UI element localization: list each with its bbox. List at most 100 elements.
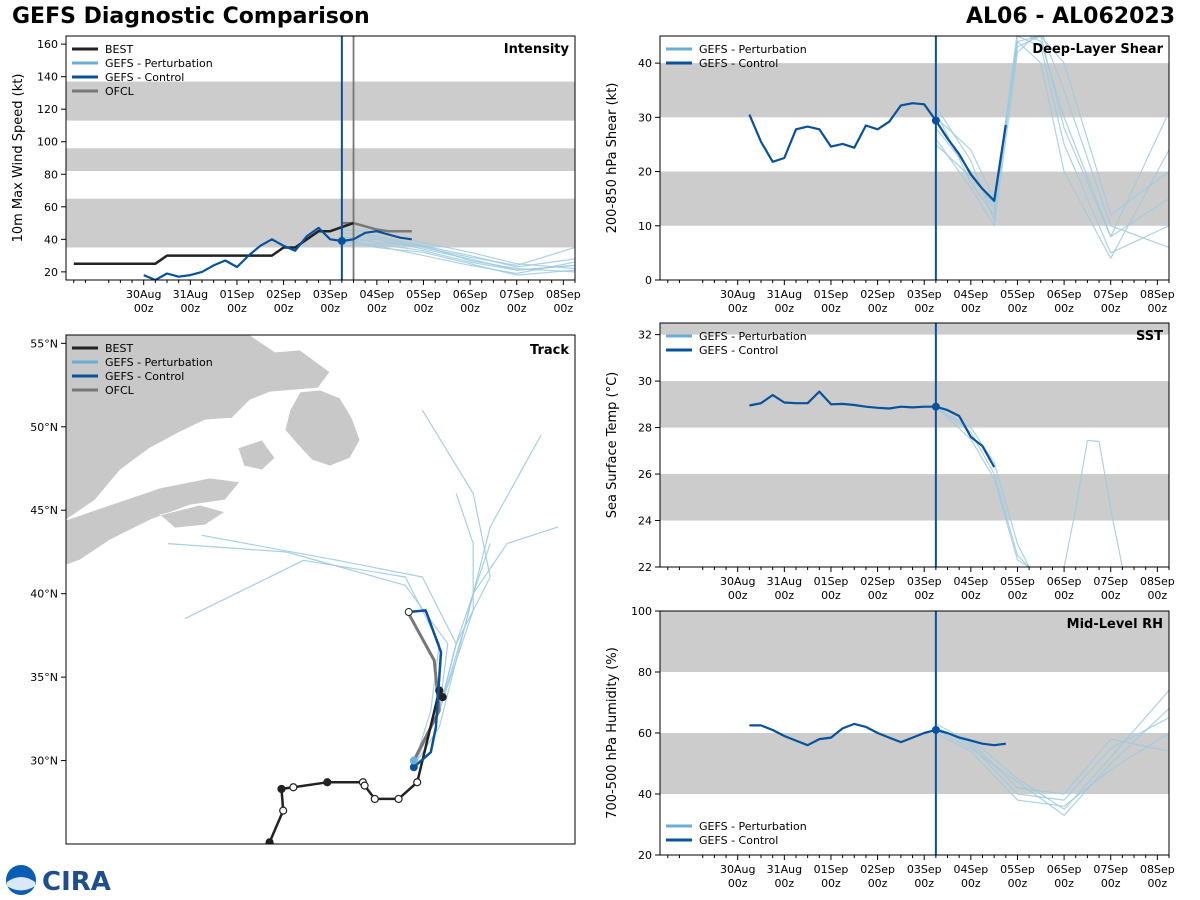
shear-x-tick-label: 31Aug (767, 288, 802, 301)
sst-perturbation-line (935, 406, 1030, 567)
intensity-x-tick-label-hour: 00z (367, 302, 387, 315)
intensity-perturbation-line (341, 237, 575, 266)
sst-x-tick-label-hour: 00z (1008, 589, 1028, 602)
intensity-control-line (143, 226, 412, 280)
sst-x-tick-label: 06Sep (1047, 575, 1082, 588)
intensity-x-tick-label-hour: 00z (274, 302, 294, 315)
land-mass (159, 504, 226, 529)
rh-x-tick-label-hour: 00z (1008, 877, 1028, 890)
rh-x-tick-label: 30Aug (720, 863, 755, 876)
rh-x-tick-label-hour: 00z (1101, 877, 1121, 890)
sst-y-axis-label: Sea Surface Temp (°C) (605, 372, 620, 519)
sst-y-tick-label: 24 (638, 515, 652, 528)
shear-x-tick-label: 01Sep (814, 288, 849, 301)
track-best-point (323, 778, 332, 787)
shear-x-tick-label-hour: 00z (821, 302, 841, 315)
sst-x-tick-label: 30Aug (720, 575, 755, 588)
rh-x-tick-label-hour: 00z (914, 877, 934, 890)
track-perturbation-start (409, 756, 418, 765)
track-lat-tick-label: 50°N (30, 421, 58, 434)
rh-perturbation-line (935, 689, 1169, 810)
track-best-point (279, 806, 288, 815)
legend-label-control: GEFS - Control (699, 834, 778, 847)
rh-band (660, 611, 1169, 672)
intensity-band (66, 148, 575, 172)
rh-x-tick-label-hour: 00z (1054, 877, 1074, 890)
rh-panel-title: Mid-Level RH (1067, 617, 1163, 632)
legend-label-ofcl: OFCL (105, 85, 135, 98)
sst-x-tick-label-hour: 00z (1101, 589, 1121, 602)
shear-perturbation-line (935, 40, 1169, 259)
legend-label-perturbation: GEFS - Perturbation (699, 820, 807, 833)
rh-x-tick-label: 04Sep (953, 863, 988, 876)
intensity-x-tick-label-hour: 00z (227, 302, 247, 315)
intensity-frame (65, 35, 576, 281)
sst-x-tick-label-hour: 00z (774, 589, 794, 602)
legend-label-control: GEFS - Control (699, 57, 778, 70)
shear-perturbation-line (935, 36, 1169, 216)
track-plot-area (66, 335, 575, 844)
rh-x-tick-label: 01Sep (814, 863, 849, 876)
shear-x-tick-label-hour: 00z (774, 302, 794, 315)
track-best-point (438, 693, 447, 702)
shear-x-tick-label-hour: 00z (1008, 302, 1028, 315)
land-mass (284, 389, 361, 467)
rh-y-tick-label: 100 (631, 605, 652, 618)
shear-x-tick-label-hour: 00z (961, 302, 981, 315)
sst-x-tick-label-hour: 00z (1054, 589, 1074, 602)
rh-x-tick-label: 02Sep (860, 863, 895, 876)
intensity-x-tick-label-hour: 00z (553, 302, 573, 315)
rh-band (660, 733, 1169, 794)
shear-x-tick-label: 07Sep (1093, 288, 1128, 301)
sst-x-tick-label-hour: 00z (961, 589, 981, 602)
intensity-panel-title: Intensity (504, 42, 570, 57)
rh-x-tick-label-hour: 00z (728, 877, 748, 890)
track-lat-tick-label: 55°N (30, 337, 58, 350)
rh-panel: 30Aug00z31Aug00z01Sep00z02Sep00z03Sep00z… (605, 605, 1175, 890)
sst-perturbation-line (1063, 439, 1123, 567)
sst-y-tick-label: 26 (638, 468, 652, 481)
rh-x-tick-label-hour: 00z (821, 877, 841, 890)
track-best-point (394, 794, 403, 804)
sst-band (660, 474, 1169, 521)
shear-x-tick-label-hour: 00z (868, 302, 888, 315)
track-best-point (413, 778, 422, 787)
legend-label-perturbation: GEFS - Perturbation (699, 43, 807, 56)
track-control-start (409, 763, 418, 772)
sst-panel: 30Aug00z31Aug00z01Sep00z02Sep00z03Sep00z… (605, 322, 1175, 602)
intensity-y-tick-label: 140 (37, 71, 58, 84)
rh-x-tick-label: 07Sep (1093, 863, 1128, 876)
cira-wordmark: CIRA (42, 867, 111, 897)
rh-x-tick-label-hour: 00z (774, 877, 794, 890)
track-best-point (360, 781, 369, 790)
shear-x-tick-label-hour: 00z (914, 302, 934, 315)
intensity-y-tick-label: 80 (44, 168, 58, 181)
rh-x-tick-label: 03Sep (907, 863, 942, 876)
rh-init-marker (931, 725, 940, 734)
rh-x-tick-label-hour: 00z (868, 877, 888, 890)
track-lat-tick-label: 40°N (30, 588, 58, 601)
intensity-x-tick-label: 02Sep (266, 288, 301, 301)
shear-frame (659, 35, 1170, 281)
figure-title: GEFS Diagnostic Comparison (12, 4, 370, 29)
sst-y-tick-label: 32 (638, 329, 652, 342)
shear-y-tick-label: 40 (638, 57, 652, 70)
intensity-perturbation-line (341, 232, 575, 268)
shear-x-tick-label: 06Sep (1047, 288, 1082, 301)
sst-band (660, 323, 1169, 335)
shear-x-tick-label: 02Sep (860, 288, 895, 301)
rh-y-axis-label: 700-500 hPa Humidity (%) (605, 647, 620, 819)
rh-y-tick-label: 60 (638, 727, 652, 740)
sst-x-tick-label-hour: 00z (821, 589, 841, 602)
shear-panel: 30Aug00z31Aug00z01Sep00z02Sep00z03Sep00z… (605, 35, 1175, 315)
track-frame (65, 334, 576, 845)
intensity-x-tick-label: 06Sep (453, 288, 488, 301)
track-control-line (408, 609, 443, 769)
sst-y-tick-label: 22 (638, 561, 652, 574)
legend-label-perturbation: GEFS - Perturbation (699, 330, 807, 343)
sst-x-tick-label: 07Sep (1093, 575, 1128, 588)
intensity-x-tick-label-hour: 00z (507, 302, 527, 315)
legend-label-best: BEST (105, 43, 133, 56)
intensity-perturbation-line (341, 243, 575, 271)
intensity-x-tick-label: 08Sep (546, 288, 581, 301)
